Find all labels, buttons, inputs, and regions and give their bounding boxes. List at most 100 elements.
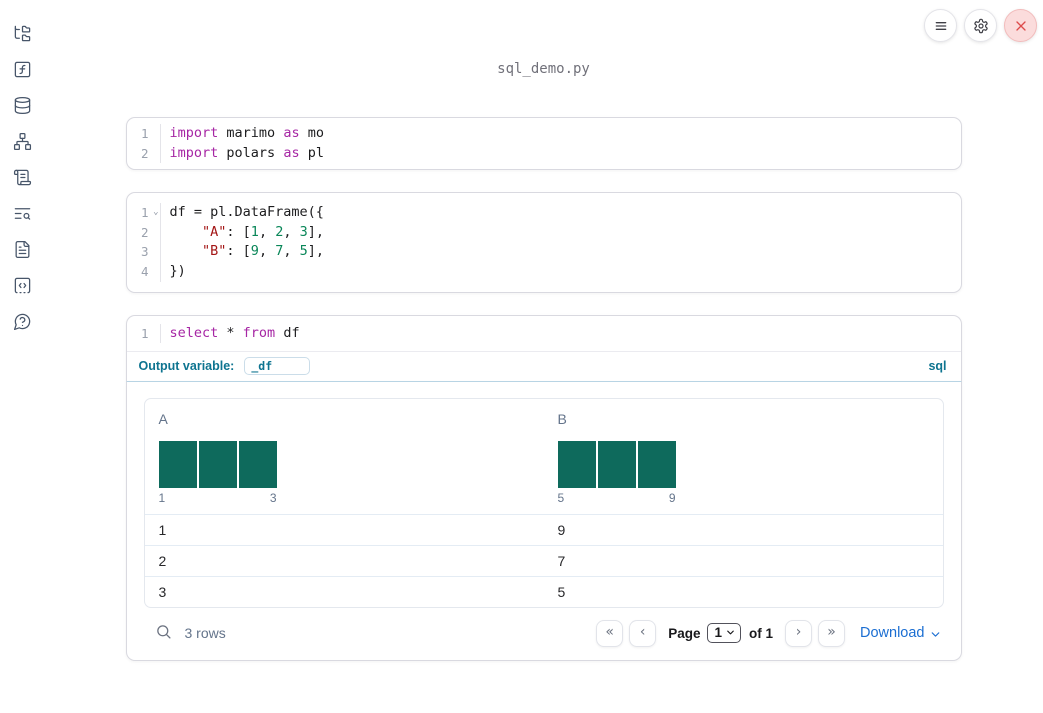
code-square-icon [14, 277, 30, 293]
sidebar-item-dependencies[interactable] [10, 129, 34, 153]
sidebar-item-datasources[interactable] [10, 93, 34, 117]
column-name: A [158, 411, 168, 428]
histogram-bar [597, 441, 636, 489]
code-line[interactable]: 1 ⌄ df = pl.DataFrame({ [127, 203, 961, 223]
first-page-button[interactable]: « [596, 619, 624, 647]
column-histogram [158, 441, 544, 489]
search-button[interactable] [154, 623, 174, 643]
code-cell-dataframe[interactable]: 1 ⌄ df = pl.DataFrame({2 "A": [1, 2, 3], 3 … [125, 192, 962, 293]
code-text: df = pl.DataFrame({ [169, 204, 324, 221]
sql-cell[interactable]: 1 select * from df Output variable: sql [125, 314, 962, 383]
output-variable-input[interactable] [244, 357, 311, 376]
download-label: Download [860, 625, 925, 642]
sidebar-item-snippets[interactable] [10, 273, 34, 297]
notebook-title[interactable]: sql_demo.py [497, 61, 590, 77]
histogram-max-label: 9 [668, 491, 676, 506]
notebook-area: sql_demo.py 1 import marimo as mo 2 import … [44, 61, 1043, 662]
file-tree-icon [14, 25, 30, 41]
code-cell-imports[interactable]: 1 import marimo as mo 2 import polars as pl [125, 117, 962, 171]
page-label: Page [668, 625, 701, 641]
function-square-icon [14, 61, 30, 77]
search-icon [157, 625, 171, 639]
line-number: 2 [127, 143, 161, 164]
fold-chevron-icon[interactable]: ⌄ [153, 207, 159, 218]
row-count: 3 rows [184, 625, 226, 642]
histogram-bar [557, 441, 596, 489]
histogram-min-label: 5 [557, 491, 565, 506]
code-text: import polars as pl [169, 144, 324, 161]
code-editor[interactable]: 1 import marimo as mo 2 import polars as pl [127, 118, 961, 169]
column-histogram [557, 441, 943, 489]
code-text: "A": [1, 2, 3], [202, 223, 325, 240]
sidebar-item-files[interactable] [10, 21, 34, 45]
topbar-controls [924, 9, 1037, 42]
sql-editor[interactable]: 1 select * from df [127, 316, 961, 352]
close-icon [1015, 20, 1026, 31]
prev-page-button[interactable]: ‹ [629, 619, 657, 647]
sql-output-bar: Output variable: sql [126, 351, 961, 381]
output-variable-label: Output variable: [138, 359, 235, 374]
hamburger-icon [935, 21, 946, 30]
table-cell: 9 [557, 522, 566, 539]
notebook-menu-button[interactable] [924, 9, 957, 42]
help-bubble-icon [13, 313, 30, 330]
sidebar-item-documentation[interactable] [10, 237, 34, 261]
histogram-bar [637, 441, 676, 489]
column-name: B [557, 411, 567, 428]
code-line[interactable]: 1 import marimo as mo [127, 124, 961, 144]
language-badge[interactable]: sql [928, 359, 947, 374]
page-select-value: 1 [714, 625, 722, 641]
page-select[interactable]: 1 [707, 623, 741, 644]
code-line[interactable]: 4}) [127, 261, 961, 282]
sidebar-item-help[interactable] [10, 309, 34, 333]
code-line[interactable]: 3 "B": [9, 7, 5], [127, 242, 961, 262]
sql-cell-group: 1 select * from df Output variable: sql A… [125, 314, 962, 662]
sidebar-item-logs[interactable] [10, 201, 34, 225]
sidebar-item-variables[interactable] [10, 57, 34, 81]
last-page-button[interactable]: » [818, 619, 845, 647]
line-number: 1 ⌄ [127, 203, 161, 223]
line-number: 1 [127, 124, 161, 144]
file-text-icon [15, 240, 29, 258]
code-text: "B": [9, 7, 5], [202, 243, 325, 260]
histogram-max-label: 3 [269, 491, 277, 506]
download-button[interactable]: Download [860, 625, 942, 641]
line-number: 2 [127, 222, 161, 243]
gear-icon [973, 18, 988, 33]
line-number: 3 [127, 242, 161, 262]
page-total: of 1 [748, 625, 773, 641]
shutdown-button[interactable] [1004, 9, 1037, 42]
code-editor[interactable]: 1 ⌄ df = pl.DataFrame({2 "A": [1, 2, 3], 3 … [127, 193, 961, 291]
code-line[interactable]: 2 import polars as pl [127, 143, 961, 164]
cell-list: 1 import marimo as mo 2 import polars as pl… [125, 117, 962, 662]
code-text: import marimo as mo [169, 125, 324, 141]
chevron-down-icon [931, 631, 939, 637]
table-footer: 3 rows « ‹ Page 1 of 1 › » Down [144, 608, 944, 660]
chevron-down-icon [727, 630, 734, 635]
table-cell: 5 [557, 584, 566, 601]
code-text: select * from df [169, 324, 300, 341]
sidebar-item-scratchpad[interactable] [10, 165, 34, 189]
histogram-bar [198, 441, 237, 489]
line-number: 1 [127, 323, 161, 344]
line-number: 4 [127, 261, 161, 282]
code-line[interactable]: 1 select * from df [127, 323, 961, 344]
histogram-bar [238, 441, 277, 489]
histogram-min-label: 1 [158, 491, 166, 506]
scroll-icon [13, 169, 31, 185]
code-line[interactable]: 2 "A": [1, 2, 3], [127, 222, 961, 243]
next-page-button[interactable]: › [785, 619, 812, 647]
settings-button[interactable] [964, 9, 997, 42]
code-text: }) [169, 262, 186, 279]
